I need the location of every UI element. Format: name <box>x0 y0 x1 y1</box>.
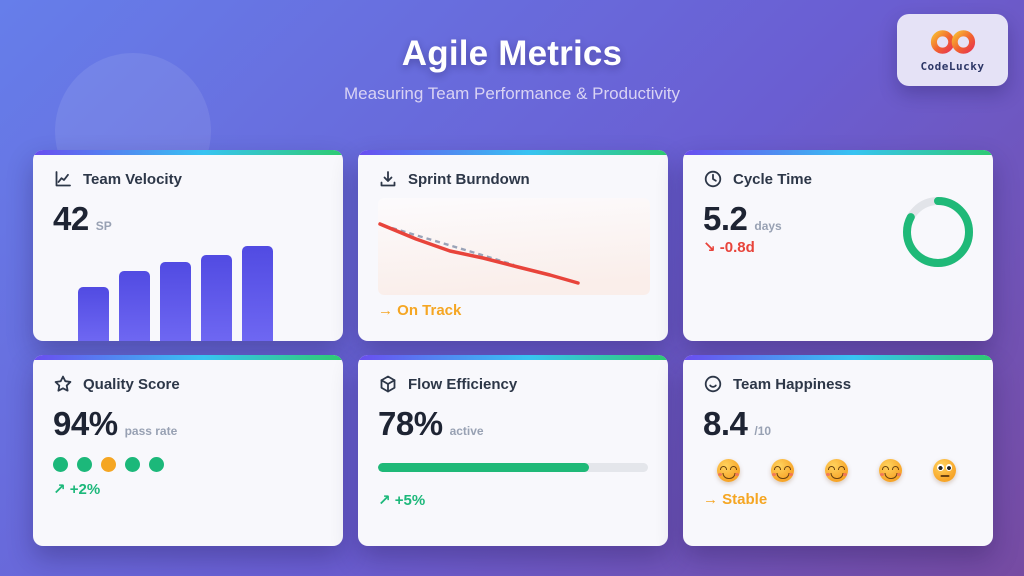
flow-value: 78% <box>378 405 443 442</box>
brand-name: CodeLucky <box>920 60 985 73</box>
card-title: Flow Efficiency <box>408 375 518 393</box>
happy-emoji <box>879 459 902 482</box>
happiness-trend: → Stable <box>703 491 768 508</box>
card-header: Team Velocity <box>53 169 323 189</box>
cycle-value: 5.2 <box>703 200 748 237</box>
card-title: Team Velocity <box>83 170 182 188</box>
quality-dot-indicators <box>53 457 323 472</box>
star-icon <box>54 375 72 392</box>
quality-dot-orange <box>101 457 116 472</box>
page-title: Agile Metrics <box>401 34 623 73</box>
card-header: Quality Score <box>53 374 323 394</box>
quality-unit: pass rate <box>124 424 178 438</box>
ideal-burndown-line <box>391 226 515 267</box>
velocity-bar <box>78 287 109 341</box>
smiley-icon <box>704 375 722 393</box>
metric-value: 8.4 /10 <box>703 407 973 440</box>
card-header: Cycle Time <box>703 169 973 189</box>
page-header: Agile Metrics Measuring Team Performance… <box>0 0 1024 104</box>
card-title: Team Happiness <box>733 375 852 393</box>
clock-icon <box>704 170 722 188</box>
actual-burndown-line <box>378 222 580 285</box>
download-icon <box>380 171 396 187</box>
cycle-trend: ↘ -0.8d <box>703 239 755 256</box>
quality-dot-green <box>77 457 92 472</box>
card-cycle-time: Cycle Time 5.2 days ↘ -0.8d <box>683 150 993 341</box>
metrics-grid: Team Velocity 42 SP Sprint Burndown → On <box>33 150 993 546</box>
velocity-bar <box>160 262 191 341</box>
cycle-donut-chart <box>903 197 973 267</box>
card-header: Sprint Burndown <box>378 169 648 189</box>
velocity-bar-chart <box>78 246 273 341</box>
velocity-bar <box>119 271 150 341</box>
happy-emoji <box>717 459 740 482</box>
card-header: Team Happiness <box>703 374 973 394</box>
page-subtitle: Measuring Team Performance & Productivit… <box>343 84 681 103</box>
infinity-logo-icon <box>930 30 975 54</box>
card-sprint-burndown: Sprint Burndown → On Track <box>358 150 668 341</box>
flow-unit: active <box>449 424 484 438</box>
metric-value: 78% active <box>378 407 648 440</box>
card-title: Cycle Time <box>733 170 812 188</box>
happiness-value: 8.4 <box>703 405 748 442</box>
quality-dot-green <box>53 457 68 472</box>
velocity-bar <box>242 246 273 341</box>
burndown-status: → On Track <box>378 302 462 319</box>
velocity-unit: SP <box>95 219 112 233</box>
card-title: Quality Score <box>83 375 180 393</box>
happiness-unit: /10 <box>754 424 772 438</box>
flow-progress-track <box>378 463 648 472</box>
metric-value: 94% pass rate <box>53 407 323 440</box>
happiness-emoji-scale <box>717 459 973 482</box>
card-quality-score: Quality Score 94% pass rate ↗ +2% <box>33 355 343 546</box>
happy-emoji <box>825 459 848 482</box>
quality-trend: ↗ +2% <box>53 481 101 498</box>
quality-value: 94% <box>53 405 118 442</box>
line-chart-icon <box>55 171 71 187</box>
cycle-donut-fill <box>903 197 973 267</box>
velocity-value: 42 <box>53 200 89 237</box>
package-icon <box>380 375 396 393</box>
happy-emoji <box>771 459 794 482</box>
card-flow-efficiency: Flow Efficiency 78% active ↗ +5% <box>358 355 668 546</box>
velocity-bar <box>201 255 232 341</box>
quality-dot-green <box>125 457 140 472</box>
flow-trend: ↗ +5% <box>378 492 426 509</box>
cycle-unit: days <box>754 219 782 233</box>
flow-progress-fill <box>378 463 589 472</box>
metric-value: 42 SP <box>53 202 323 235</box>
card-header: Flow Efficiency <box>378 374 648 394</box>
neutral-emoji <box>933 459 956 482</box>
burndown-line-chart <box>378 198 650 295</box>
card-team-velocity: Team Velocity 42 SP <box>33 150 343 341</box>
card-team-happiness: Team Happiness 8.4 /10 → Stable <box>683 355 993 546</box>
card-title: Sprint Burndown <box>408 170 530 188</box>
metric-value: 5.2 days <box>703 202 973 235</box>
quality-dot-green <box>149 457 164 472</box>
brand-badge: CodeLucky <box>897 14 1008 86</box>
